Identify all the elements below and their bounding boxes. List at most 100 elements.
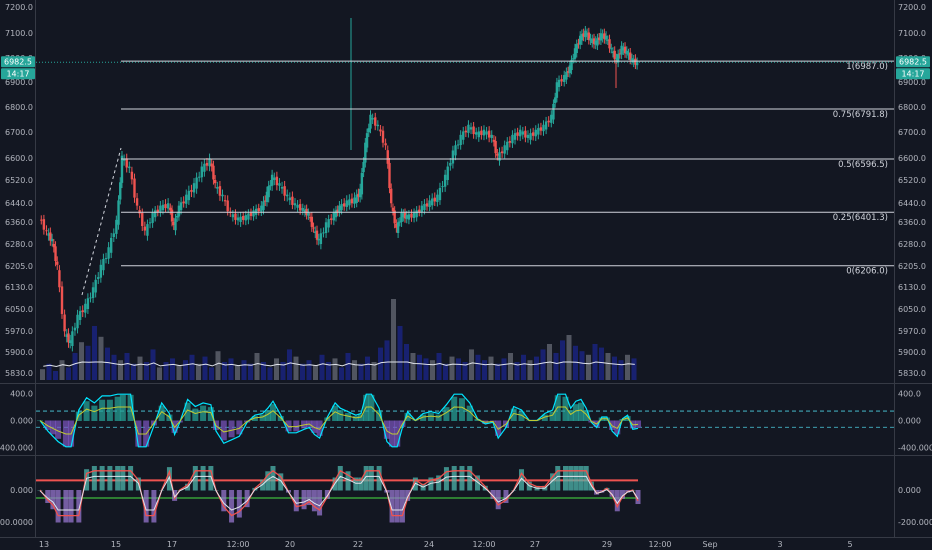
osc1-tick-label-right: 400.0 xyxy=(898,390,921,399)
countdown-value: 14:17 xyxy=(6,70,29,79)
time-tick-label: 24 xyxy=(424,540,434,549)
price-tick-label-left: 5970.0 xyxy=(5,327,33,336)
candle-body xyxy=(242,215,245,220)
candle-body xyxy=(355,194,358,203)
fib-level-label: 0(6206.0) xyxy=(846,267,888,277)
osc2-histogram-bar xyxy=(474,475,480,491)
candle-body xyxy=(307,212,310,216)
osc1-histogram-bar xyxy=(106,399,113,421)
osc1-histogram-bar xyxy=(311,420,318,433)
price-tick-label-right: 7200.0 xyxy=(898,3,926,12)
time-tick-label: Sep xyxy=(702,540,717,549)
candle-body xyxy=(143,226,147,231)
candle-body xyxy=(402,213,405,218)
volume-bar xyxy=(508,353,513,380)
candle-body xyxy=(357,193,360,197)
price-tick-label-right: 6205.0 xyxy=(898,262,926,271)
candle-body xyxy=(146,224,149,236)
osc2-histogram-bar xyxy=(317,490,323,516)
candle-body xyxy=(544,121,548,130)
volume-bar xyxy=(501,358,507,380)
candle-body xyxy=(58,270,61,288)
candle-body xyxy=(519,129,522,137)
price-tick-label-right: 6600.0 xyxy=(898,154,926,163)
volume-bar xyxy=(521,354,526,380)
volume-bar xyxy=(482,360,487,380)
candle-body xyxy=(119,182,122,200)
osc2-histogram-bar xyxy=(550,473,556,491)
volume-bar xyxy=(267,367,273,380)
candle-body xyxy=(459,134,462,145)
volume-bar xyxy=(137,356,143,380)
candle-body xyxy=(151,212,154,223)
candle-body xyxy=(407,214,411,220)
osc2-histogram-bar xyxy=(306,490,312,506)
volume-bar xyxy=(573,345,578,380)
fib-level-label: 0.75(6791.8) xyxy=(833,110,888,120)
osc2-histogram-bar xyxy=(270,466,276,491)
price-tick-label-right: 6130.0 xyxy=(898,283,926,292)
osc1-histogram-bar xyxy=(200,405,207,421)
osc2-histogram-bar xyxy=(55,490,61,523)
osc1-histogram-bar xyxy=(352,416,359,421)
price-tick-label-left: 7200.0 xyxy=(5,3,33,12)
osc1-histogram-bar xyxy=(435,414,442,421)
price-tick-label-right: 6900.0 xyxy=(898,78,926,87)
candle-body xyxy=(629,52,632,60)
osc1-histogram-bar xyxy=(269,404,276,421)
price-tick-label-right: 6440.0 xyxy=(898,199,926,208)
osc1-histogram-bar xyxy=(332,405,339,421)
volume-bar xyxy=(423,358,429,380)
volume-bar xyxy=(443,363,448,380)
osc1-histogram-bar xyxy=(562,396,569,421)
candle-body xyxy=(56,261,59,265)
candle-body xyxy=(353,197,356,204)
osc2-tick-label-left: 0.000 xyxy=(10,486,33,495)
candle-body xyxy=(550,114,553,123)
candle-body xyxy=(49,232,52,241)
candle-body xyxy=(247,213,250,220)
candle-body xyxy=(521,131,525,135)
fib-level-label: 0.5(6596.5) xyxy=(838,160,888,170)
price-tick-label-left: 6205.0 xyxy=(5,262,33,271)
candle-body xyxy=(314,231,317,233)
osc1-histogram-bar xyxy=(420,414,427,421)
candle-body xyxy=(176,215,179,218)
candle-body xyxy=(418,209,421,213)
candle-body xyxy=(45,230,48,232)
volume-bar xyxy=(313,365,318,380)
candle-body xyxy=(54,246,57,262)
candle-body xyxy=(423,204,426,211)
candle-body xyxy=(286,194,289,197)
candle-body xyxy=(577,43,580,45)
candle-body xyxy=(148,222,152,224)
candle-body xyxy=(482,129,486,136)
osc1-histogram-bar xyxy=(337,410,344,421)
candle-body xyxy=(275,176,279,186)
candle-body xyxy=(102,258,105,271)
candle-body xyxy=(231,214,235,218)
candle-body xyxy=(117,200,120,225)
osc2-tick-label-left: -200.0000 xyxy=(0,518,33,527)
osc1-smooth-line xyxy=(39,406,639,435)
osc2-histogram-bar xyxy=(519,469,525,491)
osc2-histogram-bar xyxy=(50,490,56,510)
candle-body xyxy=(420,205,424,213)
fib-trend-line xyxy=(81,147,122,296)
candle-body xyxy=(367,128,370,133)
volume-bar xyxy=(456,358,461,380)
osc1-histogram-bar xyxy=(251,416,258,421)
candle-body xyxy=(319,233,323,244)
candle-body xyxy=(566,71,570,73)
osc1-histogram-bar xyxy=(495,420,502,436)
candle-body xyxy=(606,39,609,41)
osc2-histogram-bar xyxy=(467,466,473,491)
candle-body xyxy=(496,153,499,156)
candle-body xyxy=(477,131,480,138)
candle-body xyxy=(141,212,144,227)
candle-body xyxy=(396,222,400,233)
volume-bar xyxy=(332,358,338,380)
candle-body xyxy=(391,207,395,212)
